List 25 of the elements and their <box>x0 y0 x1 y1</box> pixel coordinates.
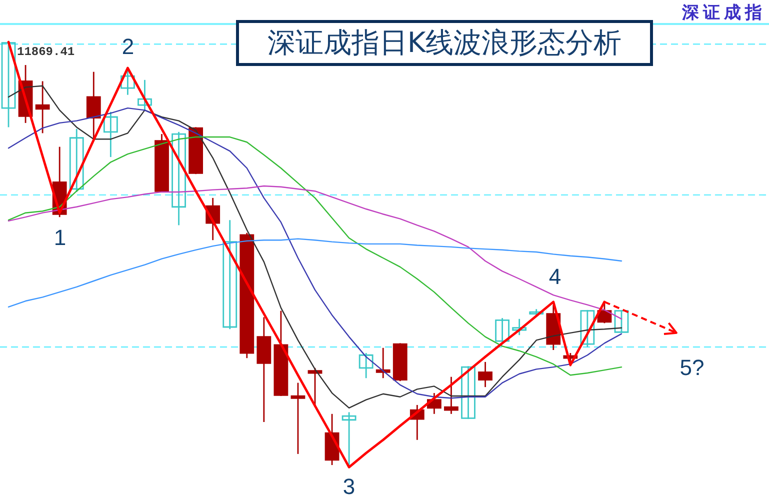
candlestick <box>138 79 152 111</box>
candlestick <box>444 376 458 415</box>
text: 5? <box>680 355 704 380</box>
candlestick <box>69 128 84 193</box>
candlestick <box>478 361 492 388</box>
candlestick <box>222 219 238 330</box>
candlestick <box>172 131 186 226</box>
chart-title: 深证成指日K线波浪形态分析 <box>236 20 653 66</box>
candlestick <box>461 365 476 420</box>
candlestick <box>1 41 16 128</box>
candlestick <box>580 309 595 348</box>
text: 深证成指 <box>682 2 766 24</box>
text: 3 <box>342 474 356 499</box>
candlestick <box>103 111 118 158</box>
candlestick <box>86 71 101 141</box>
candlestick <box>35 80 50 134</box>
annotation: 11869.41 <box>17 45 75 59</box>
candlestick <box>376 347 390 379</box>
candlestick <box>614 309 629 334</box>
candlestick <box>358 352 374 379</box>
annotation: 4 <box>548 264 562 289</box>
candlestick <box>512 318 527 336</box>
annotation: 1 <box>54 225 66 250</box>
candlestick <box>495 317 510 343</box>
candlestick <box>290 382 306 455</box>
